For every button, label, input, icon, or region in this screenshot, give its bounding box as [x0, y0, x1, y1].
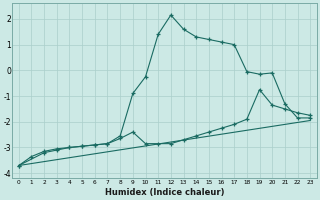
X-axis label: Humidex (Indice chaleur): Humidex (Indice chaleur)	[105, 188, 224, 197]
